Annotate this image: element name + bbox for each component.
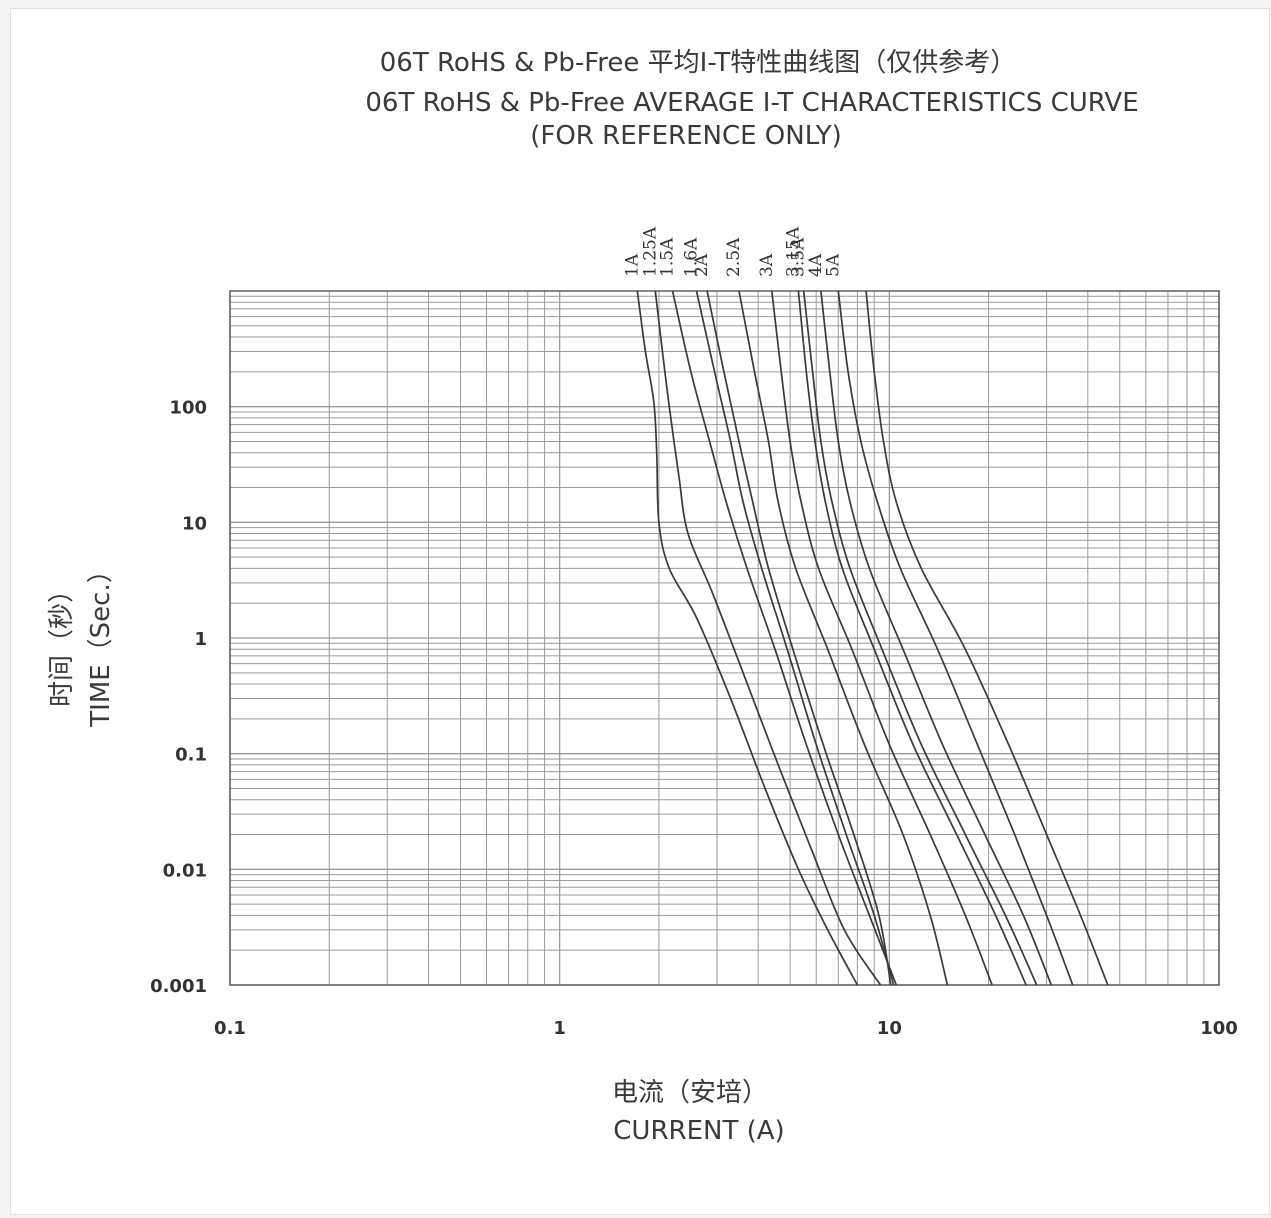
series-label: 2.5A — [724, 237, 744, 277]
series-label: 1.5A — [658, 237, 678, 277]
y-axis-label-cn: 时间（秒） — [47, 577, 77, 707]
curve-1-6a — [695, 290, 895, 986]
series-label: 1.6A — [682, 237, 702, 277]
curve-3-5a — [802, 290, 1038, 986]
x-tick-label: 100 — [1200, 1018, 1238, 1039]
grid — [229, 290, 1220, 986]
y-tick-label: 100 — [169, 398, 207, 419]
series-label: 1A — [622, 253, 642, 277]
curve-1-25a — [654, 290, 882, 986]
y-tick-label: 0.1 — [175, 745, 207, 766]
y-tick-label: 0.001 — [150, 976, 207, 997]
chart-title: 06T RoHS & Pb-Free 平均I-T特性曲线图（仅供参考） — [380, 48, 1016, 78]
x-tick-label: 1 — [553, 1018, 566, 1039]
series-label: 3.15A — [783, 226, 803, 277]
curves — [636, 290, 1109, 986]
curve-1-5a — [671, 290, 898, 986]
y-axis-label: TIME（Sec.） — [86, 557, 116, 727]
curve-3-15a — [797, 290, 1027, 986]
series-label: 4A — [806, 253, 826, 277]
series-label: 2A — [692, 253, 712, 277]
curve-5a — [837, 290, 1074, 986]
chart-subtitle-reference: (FOR REFERENCE ONLY) — [530, 121, 842, 151]
series-label: 3.5A — [789, 237, 809, 277]
curve-2-5a — [738, 290, 949, 986]
curve-4a — [820, 290, 1053, 986]
chart-subtitle: 06T RoHS & Pb-Free AVERAGE I-T CHARACTER… — [365, 88, 1138, 118]
chart-page — [10, 8, 1270, 1215]
curve-2a — [706, 290, 892, 986]
curve-1a — [636, 290, 859, 986]
series-label: 3A — [757, 253, 777, 277]
x-axis-label: CURRENT (A) — [613, 1116, 784, 1146]
series-label: 5A — [823, 253, 843, 277]
y-tick-label: 1 — [194, 629, 207, 650]
y-tick-label: 0.01 — [163, 860, 207, 881]
x-tick-label: 10 — [877, 1018, 902, 1039]
x-axis-label-cn: 电流（安培） — [612, 1078, 768, 1108]
series-label: 1.25A — [640, 226, 660, 277]
tick-labels: 0.1 1 10 100 0.001 0.01 0.1 1 10 100 — [150, 398, 1238, 1039]
curve-series-12 — [865, 290, 1109, 986]
curve-3a — [770, 290, 993, 986]
plot-frame — [229, 290, 1220, 986]
y-tick-label: 10 — [182, 513, 207, 534]
x-tick-label: 0.1 — [214, 1018, 246, 1039]
